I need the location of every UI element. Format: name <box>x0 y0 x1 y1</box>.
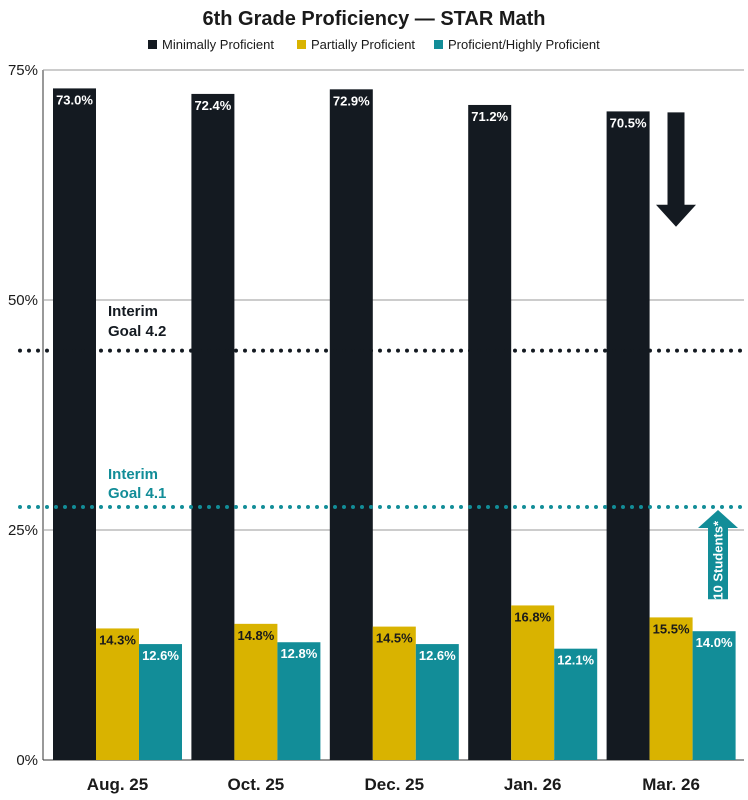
bar-minimally-proficient-mar-26 <box>606 111 650 760</box>
bar-minimally-proficient-oct-25 <box>191 93 235 761</box>
bar-minimally-proficient-dec-25 <box>329 89 373 760</box>
legend-swatch-partially-proficient <box>297 40 306 49</box>
x-axis: Aug. 25 Oct. 25 Dec. 25 Jan. 26 Mar. 26 <box>87 775 700 794</box>
legend-label-proficient-highly-proficient: Proficient/Highly Proficient <box>448 37 600 52</box>
bar-proficient-highly-proficient-aug-25 <box>139 644 182 760</box>
reference-label-line1: Interim <box>108 303 158 320</box>
y-tick-label: 75% <box>8 62 38 79</box>
bar-proficient-highly-proficient-oct-25 <box>277 642 321 760</box>
data-label-proficient-highly-proficient-jan-26: 12.1% <box>557 653 594 668</box>
x-tick-label-aug-25: Aug. 25 <box>87 775 148 794</box>
data-label-minimally-proficient-oct-25: 72.4% <box>194 98 231 113</box>
bar-proficient-highly-proficient-dec-25 <box>415 644 459 760</box>
y-tick-label: 50% <box>8 292 38 309</box>
reference-label-line1: Interim <box>108 466 158 483</box>
data-label-partially-proficient-dec-25: 14.5% <box>376 631 413 646</box>
bar-proficient-highly-proficient-jan-26 <box>554 648 598 760</box>
data-label-minimally-proficient-dec-25: 72.9% <box>333 93 370 108</box>
bar-partially-proficient-dec-25 <box>372 626 416 760</box>
data-label-partially-proficient-mar-26: 15.5% <box>653 621 690 636</box>
bar-partially-proficient-aug-25 <box>96 628 139 760</box>
legend-label-partially-proficient: Partially Proficient <box>311 37 415 52</box>
legend-swatch-proficient-highly-proficient <box>434 40 443 49</box>
bar-proficient-highly-proficient-mar-26 <box>692 631 736 760</box>
x-tick-label-mar-26: Mar. 26 <box>642 775 700 794</box>
legend-label-minimally-proficient: Minimally Proficient <box>162 37 274 52</box>
reference-label-line2: Goal 4.1 <box>108 485 166 502</box>
data-label-partially-proficient-aug-25: 14.3% <box>99 632 136 647</box>
data-label-partially-proficient-oct-25: 14.8% <box>237 628 274 643</box>
bar-partially-proficient-oct-25 <box>234 623 278 760</box>
data-label-proficient-highly-proficient-mar-26: 14.0% <box>696 635 733 650</box>
x-tick-label-dec-25: Dec. 25 <box>365 775 425 794</box>
x-tick-label-oct-25: Oct. 25 <box>228 775 285 794</box>
data-label-proficient-highly-proficient-dec-25: 12.6% <box>419 648 456 663</box>
up-arrow-icon <box>698 510 738 600</box>
y-tick-label: 0% <box>16 752 38 769</box>
data-label-partially-proficient-jan-26: 16.8% <box>514 609 551 624</box>
legend: Minimally Proficient Partially Proficien… <box>148 37 600 52</box>
bar-minimally-proficient-jan-26 <box>468 104 512 760</box>
legend-swatch-minimally-proficient <box>148 40 157 49</box>
bar-minimally-proficient-aug-25 <box>53 88 96 760</box>
annotations: 110 Students* <box>18 112 746 606</box>
data-labels: 73.0% 72.4% 72.9% 71.2% 70.5% 14.3% 14.8% 14.5%… <box>56 92 733 667</box>
data-label-minimally-proficient-jan-26: 71.2% <box>471 109 508 124</box>
y-tick-label: 25% <box>8 522 38 539</box>
down-arrow-icon <box>656 112 696 227</box>
bars <box>53 88 736 761</box>
y-axis: 0% 25% 50% 75% <box>8 62 38 769</box>
data-label-proficient-highly-proficient-aug-25: 12.6% <box>142 648 179 663</box>
data-label-proficient-highly-proficient-oct-25: 12.8% <box>280 646 317 661</box>
up-arrow-label: 110 Students* <box>711 520 726 606</box>
bar-partially-proficient-jan-26 <box>511 605 555 760</box>
x-tick-label-jan-26: Jan. 26 <box>504 775 562 794</box>
bar-partially-proficient-mar-26 <box>649 617 693 760</box>
data-label-minimally-proficient-aug-25: 73.0% <box>56 92 93 107</box>
reference-lines: Interim Goal 4.2 Interim Goal 4.1 <box>108 303 166 502</box>
chart-title: 6th Grade Proficiency — STAR Math <box>202 8 545 30</box>
reference-label-line2: Goal 4.2 <box>108 323 166 340</box>
data-label-minimally-proficient-mar-26: 70.5% <box>610 115 647 130</box>
